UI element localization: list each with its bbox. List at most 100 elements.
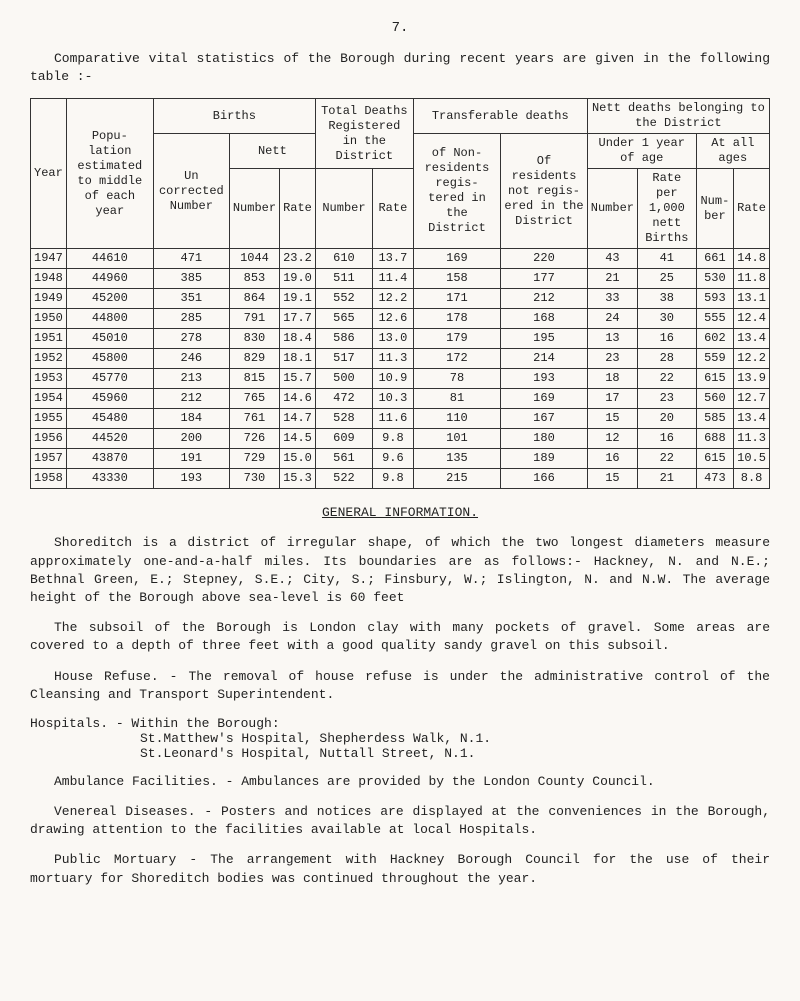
cell: 1953 [31, 369, 67, 389]
cell: 278 [153, 329, 229, 349]
para-ambulance: Ambulance Facilities. - Ambulances are p… [30, 773, 770, 791]
cell: 552 [315, 289, 372, 309]
cell: 193 [501, 369, 588, 389]
cell: 16 [638, 329, 697, 349]
cell: 1955 [31, 409, 67, 429]
table-row: 19484496038585319.051111.415817721255301… [31, 269, 770, 289]
cell: 220 [501, 249, 588, 269]
cell: 177 [501, 269, 588, 289]
cell: 18 [587, 369, 637, 389]
cell: 110 [413, 409, 500, 429]
col-aa-rate: Rate [734, 169, 770, 249]
cell: 13 [587, 329, 637, 349]
col-u1-rate: Rate per 1,000 nett Births [638, 169, 697, 249]
cell: 1949 [31, 289, 67, 309]
cell: 43 [587, 249, 637, 269]
cell: 25 [638, 269, 697, 289]
cell: 13.7 [373, 249, 414, 269]
cell: 726 [229, 429, 279, 449]
cell: 101 [413, 429, 500, 449]
cell: 20 [638, 409, 697, 429]
cell: 23 [638, 389, 697, 409]
table-row: 19574387019172915.05619.6135189162261510… [31, 449, 770, 469]
cell: 18.4 [280, 329, 316, 349]
cell: 12.4 [734, 309, 770, 329]
col-aa-num: Num- ber [696, 169, 734, 249]
cell: 530 [696, 269, 734, 289]
cell: 43870 [66, 449, 153, 469]
cell: 586 [315, 329, 372, 349]
cell: 609 [315, 429, 372, 449]
cell: 189 [501, 449, 588, 469]
cell: 23.2 [280, 249, 316, 269]
cell: 9.8 [373, 429, 414, 449]
para-refuse: House Refuse. - The removal of house ref… [30, 668, 770, 704]
cell: 41 [638, 249, 697, 269]
hospitals-lead: Hospitals. - Within the Borough: [30, 716, 280, 731]
cell: 38 [638, 289, 697, 309]
cell: 184 [153, 409, 229, 429]
cell: 44610 [66, 249, 153, 269]
cell: 351 [153, 289, 229, 309]
cell: 829 [229, 349, 279, 369]
cell: 13.4 [734, 329, 770, 349]
cell: 14.8 [734, 249, 770, 269]
cell: 1956 [31, 429, 67, 449]
cell: 33 [587, 289, 637, 309]
para-shape: Shoreditch is a district of irregular sh… [30, 534, 770, 607]
cell: 1957 [31, 449, 67, 469]
cell: 1044 [229, 249, 279, 269]
cell: 172 [413, 349, 500, 369]
cell: 21 [587, 269, 637, 289]
cell: 12.2 [373, 289, 414, 309]
col-nett: Nett [229, 134, 315, 169]
table-row: 19494520035186419.155212.217121233385931… [31, 289, 770, 309]
page-number: 7. [30, 20, 770, 36]
cell: 1950 [31, 309, 67, 329]
cell: 212 [153, 389, 229, 409]
para-mortuary: Public Mortuary - The arrangement with H… [30, 851, 770, 887]
cell: 16 [587, 449, 637, 469]
cell: 1951 [31, 329, 67, 349]
cell: 853 [229, 269, 279, 289]
cell: 511 [315, 269, 372, 289]
cell: 593 [696, 289, 734, 309]
cell: 15.7 [280, 369, 316, 389]
col-res: Of residents not regis- ered in the Dist… [501, 134, 588, 249]
cell: 9.6 [373, 449, 414, 469]
cell: 10.3 [373, 389, 414, 409]
cell: 471 [153, 249, 229, 269]
col-atall: At all ages [696, 134, 769, 169]
col-births: Births [153, 99, 315, 134]
cell: 11.6 [373, 409, 414, 429]
col-nett-num: Number [229, 169, 279, 249]
cell: 15.3 [280, 469, 316, 489]
statistics-table: Year Popu- lation estimated to middle of… [30, 98, 770, 489]
cell: 688 [696, 429, 734, 449]
table-row: 19544596021276514.647210.381169172356012… [31, 389, 770, 409]
cell: 169 [501, 389, 588, 409]
cell: 16 [638, 429, 697, 449]
cell: 517 [315, 349, 372, 369]
col-nett-belong: Nett deaths belonging to the District [587, 99, 769, 134]
cell: 15.0 [280, 449, 316, 469]
cell: 17.7 [280, 309, 316, 329]
cell: 15 [587, 469, 637, 489]
cell: 729 [229, 449, 279, 469]
cell: 615 [696, 369, 734, 389]
cell: 661 [696, 249, 734, 269]
hospitals-line-2: St.Leonard's Hospital, Nuttall Street, N… [30, 746, 770, 761]
cell: 11.3 [734, 429, 770, 449]
cell: 212 [501, 289, 588, 309]
general-info-title: GENERAL INFORMATION. [30, 505, 770, 520]
cell: 761 [229, 409, 279, 429]
cell: 12.2 [734, 349, 770, 369]
cell: 14.5 [280, 429, 316, 449]
cell: 178 [413, 309, 500, 329]
cell: 166 [501, 469, 588, 489]
cell: 215 [413, 469, 500, 489]
cell: 214 [501, 349, 588, 369]
cell: 11.8 [734, 269, 770, 289]
cell: 28 [638, 349, 697, 369]
cell: 135 [413, 449, 500, 469]
